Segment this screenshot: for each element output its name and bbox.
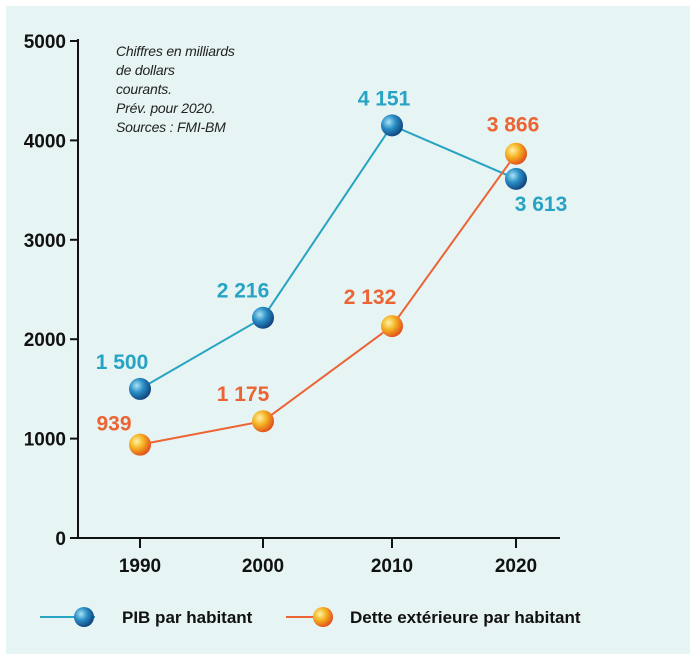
data-point xyxy=(505,167,527,190)
series-line xyxy=(139,124,517,390)
legend-item: Dette extérieure par habitant xyxy=(286,607,581,627)
data-label: 3 613 xyxy=(515,193,568,216)
data-label: 1 175 xyxy=(217,383,270,406)
y-tick-label: 1000 xyxy=(24,430,66,451)
data-point xyxy=(381,114,403,137)
data-point xyxy=(252,306,274,329)
legend: PIB par habitant Dette extérieure par hab… xyxy=(40,607,581,627)
x-tick-label: 2010 xyxy=(371,556,413,577)
data-point xyxy=(505,142,527,165)
data-point xyxy=(252,410,274,433)
x-tick-label: 2020 xyxy=(495,556,537,577)
data-label: 3 866 xyxy=(487,114,540,137)
series-group: 1 500 2 216 4 151 3 613 939 1 175 2 132 3 866 xyxy=(96,87,568,456)
note-line: Prév. pour 2020. xyxy=(116,100,215,116)
x-tick-label: 2000 xyxy=(242,556,284,577)
data-point xyxy=(129,433,151,456)
data-point xyxy=(381,315,403,338)
y-tick-label: 5000 xyxy=(24,32,66,53)
data-label: 4 151 xyxy=(358,87,411,110)
y-tick-label: 3000 xyxy=(24,231,66,252)
y-tick-label: 2000 xyxy=(24,330,66,351)
series-pib: 1 500 2 216 4 151 3 613 xyxy=(96,87,568,400)
note-line: Chiffres en milliards xyxy=(116,43,235,59)
y-tick-label: 0 xyxy=(55,529,66,550)
legend-marker xyxy=(313,607,333,627)
legend-label: PIB par habitant xyxy=(122,608,253,627)
y-tick-label: 4000 xyxy=(24,131,66,152)
data-label: 939 xyxy=(96,413,131,436)
note-line: courants. xyxy=(116,81,172,97)
data-label: 2 132 xyxy=(344,286,397,309)
note-line: de dollars xyxy=(116,62,175,78)
chart-note: Chiffres en milliards de dollars courants.… xyxy=(116,43,235,135)
legend-marker xyxy=(74,607,94,627)
axes: 0 1000 2000 3000 4000 5000 1990 2000 2010 2020 xyxy=(24,32,560,577)
data-label: 2 216 xyxy=(217,280,270,303)
chart-panel xyxy=(6,6,690,654)
series-line xyxy=(139,153,517,446)
x-tick-label: 1990 xyxy=(119,556,161,577)
data-point xyxy=(129,377,151,400)
series-dette: 939 1 175 2 132 3 866 xyxy=(96,114,539,456)
note-line: Sources : FMI-BM xyxy=(116,119,226,135)
legend-item: PIB par habitant xyxy=(40,607,253,627)
data-label: 1 500 xyxy=(96,351,149,374)
legend-label: Dette extérieure par habitant xyxy=(350,608,581,627)
